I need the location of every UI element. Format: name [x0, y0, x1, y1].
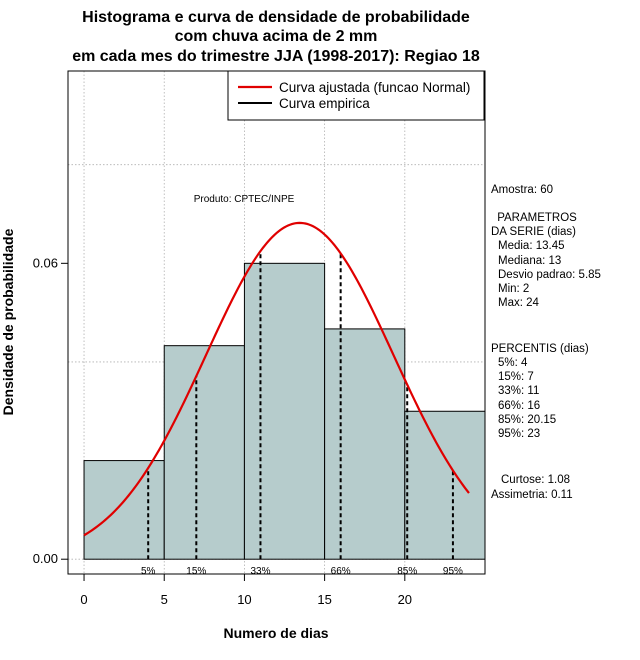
stat-percentiles-heading: PERCENTIS (dias) — [491, 343, 589, 355]
stat-p33: 33%: 11 — [498, 385, 539, 397]
stat-sample: Amostra: 60 — [491, 184, 553, 196]
y-tick-label: 0.00 — [33, 551, 58, 566]
legend-label-fitted: Curva ajustada (funcao Normal) — [279, 80, 470, 95]
x-tick-label: 10 — [237, 592, 251, 607]
x-tick-label: 15 — [317, 592, 331, 607]
stat-max: Max: 24 — [498, 297, 540, 309]
percentile-label: 33% — [250, 566, 270, 577]
percentile-lines-layer: 5% 15% 33% 66% 85% 95% — [141, 251, 463, 577]
normal-curve — [83, 221, 470, 537]
legend: Curva ajustada (funcao Normal) Curva emp… — [227, 70, 485, 121]
bars-layer — [83, 262, 486, 560]
histogram-bar — [83, 460, 165, 560]
x-axis-title: Numero de dias — [223, 625, 328, 641]
percentile-label: 85% — [397, 566, 417, 577]
curve-layer — [83, 221, 470, 537]
x-tick-label: 20 — [398, 592, 412, 607]
product-annotation: Produto: CPTEC/INPE — [194, 194, 295, 205]
percentile-label: 5% — [141, 566, 156, 577]
stat-p95: 95%: 23 — [498, 428, 540, 440]
percentile-label: 15% — [186, 566, 206, 577]
legend-label-empirical: Curva empirica — [279, 96, 370, 111]
x-tick-label: 0 — [80, 592, 87, 607]
percentile-label: 95% — [443, 566, 463, 577]
stat-median: Mediana: 13 — [498, 255, 561, 267]
stats-panel: Amostra: 60 PARAMETROS DA SERIE (dias) M… — [491, 184, 601, 501]
histogram-bar — [404, 410, 486, 560]
stat-mean: Media: 13.45 — [498, 240, 565, 252]
y-axis-title: Densidade de probabilidade — [0, 228, 16, 415]
stat-p15: 15%: 7 — [498, 371, 534, 383]
stat-kurtosis: Curtose: 1.08 — [501, 474, 570, 486]
chart-title-line-2: com chuva acima de 2 mm — [175, 28, 378, 45]
histogram-bar — [243, 262, 326, 560]
stat-series-heading: DA SERIE (dias) — [491, 226, 576, 238]
stat-skewness: Assimetria: 0.11 — [491, 489, 573, 501]
chart-title-line-1: Histograma e curva de densidade de proba… — [82, 9, 470, 26]
stat-p66: 66%: 16 — [498, 400, 540, 412]
chart-title-line-3: em cada mes do trimestre JJA (1998-2017)… — [72, 48, 480, 65]
percentile-label: 66% — [331, 566, 351, 577]
stat-p85: 85%: 20.15 — [498, 414, 556, 426]
histogram-bar — [163, 345, 245, 560]
legend-box — [227, 70, 485, 121]
stat-sd: Desvio padrao: 5.85 — [498, 269, 601, 281]
x-tick-label: 5 — [161, 592, 168, 607]
y-tick-label: 0.06 — [33, 255, 58, 270]
stat-p5: 5%: 4 — [498, 357, 528, 369]
stat-min: Min: 2 — [498, 283, 529, 295]
histogram-bar — [324, 328, 406, 560]
stat-params-heading: PARAMETROS — [494, 212, 577, 224]
